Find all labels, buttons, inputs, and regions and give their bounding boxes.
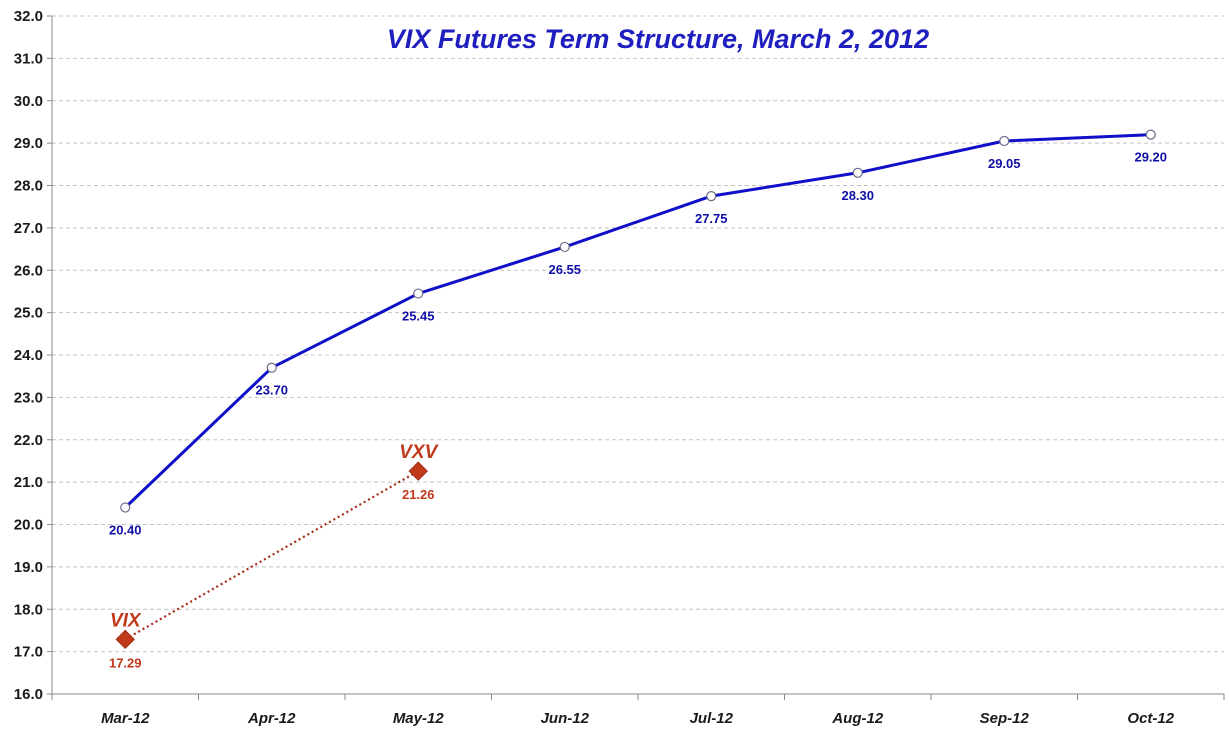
futures-point [413,288,424,299]
futures-value-label: 27.75 [695,211,728,226]
futures-point [999,135,1010,147]
futures-line [124,133,1151,509]
futures-point [266,362,277,373]
chart-title: VIX Futures Term Structure, March 2, 201… [387,24,929,54]
y-tick-label: 30.0 [14,93,43,110]
futures-point [706,190,717,202]
vix-value-label: 17.29 [109,655,142,670]
spot-connector-line [124,470,419,641]
futures-point [1145,129,1156,140]
y-tick-label: 22.0 [14,432,43,449]
y-tick-label: 18.0 [14,601,43,618]
y-tick-label: 31.0 [14,50,43,67]
y-tick-label: 26.0 [14,262,43,279]
futures-point [852,167,863,178]
y-tick-label: 17.0 [14,644,43,661]
x-tick-label: Sep-12 [980,710,1030,727]
y-tick-label: 25.0 [14,305,43,322]
y-tick-label: 24.0 [14,347,43,364]
x-tick-label: Aug-12 [831,710,883,727]
x-tick-label: Mar-12 [101,710,150,727]
y-tick-label: 29.0 [14,135,43,152]
spot-series: VIX 17.29 VXV 21.26 [109,442,439,670]
vxv-name-label: VXV [399,442,438,463]
futures-value-label: 26.55 [548,262,581,277]
y-tick-label: 19.0 [14,559,43,576]
x-tick-label: Jun-12 [541,710,590,727]
x-tick-label: Oct-12 [1127,710,1174,727]
vix-name-label: VIX [110,610,142,631]
futures-value-label: 29.20 [1134,150,1167,165]
x-tick-labels: Mar-12 Apr-12 May-12 Jun-12 Jul-12 Aug-12 Sep-… [101,710,1175,727]
y-tick-label: 16.0 [14,686,43,703]
futures-value-label: 23.70 [255,383,288,398]
futures-value-label: 25.45 [402,309,435,324]
y-tick-label: 21.0 [14,474,43,491]
axes [51,16,1224,695]
x-tick-label: May-12 [393,710,445,727]
futures-point [559,241,570,253]
futures-value-label: 29.05 [988,156,1021,171]
y-tick-label: 20.0 [14,517,43,534]
y-tick-label: 23.0 [14,389,43,406]
futures-series: 20.40 23.70 25.45 26.55 27.75 28.30 29.05 29.20 [109,129,1167,538]
y-tick-label: 32.0 [14,8,43,25]
vix-marker [115,629,135,650]
vxv-value-label: 21.26 [402,487,435,502]
vxv-marker [408,461,428,481]
y-tick-label: 27.0 [14,220,43,237]
x-tick-label: Jul-12 [690,710,734,727]
futures-value-label: 28.30 [841,188,874,203]
grid-lines [47,15,1225,700]
x-tick-label: Apr-12 [247,710,296,727]
y-tick-label: 28.0 [14,178,43,195]
futures-value-label: 20.40 [109,523,142,538]
y-tick-labels: 16.0 17.0 18.0 19.0 20.0 21.0 22.0 23.0 24.0 25.0… [14,8,43,703]
futures-point [120,502,131,513]
